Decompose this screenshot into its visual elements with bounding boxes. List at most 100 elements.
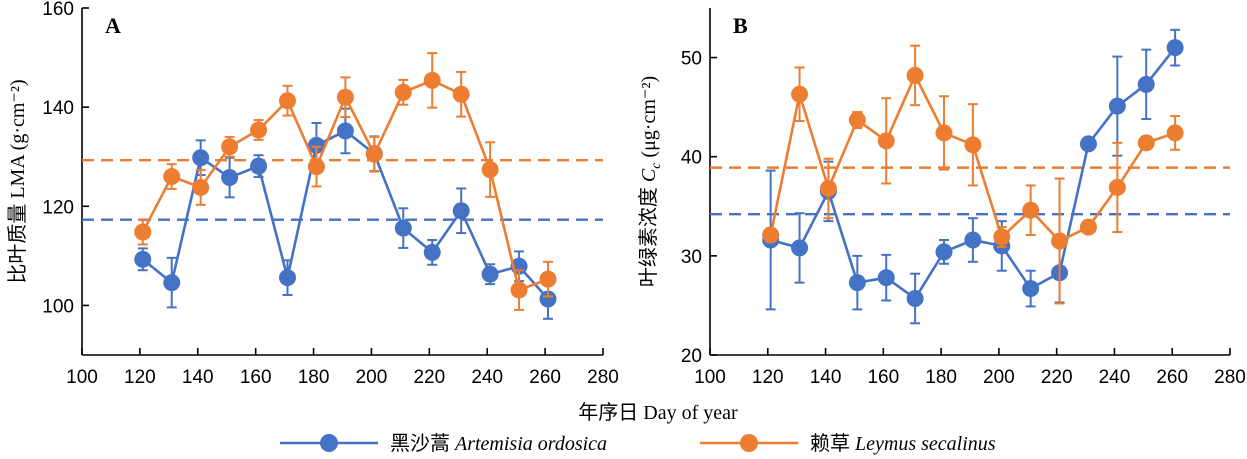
x-tick-label: 200	[356, 367, 388, 388]
x-tick-label: 100	[694, 367, 726, 388]
data-point	[510, 281, 528, 299]
legend-item-1: 黑沙蒿 Artemisia ordosica	[280, 432, 607, 455]
data-point	[279, 92, 297, 110]
data-point	[539, 290, 557, 308]
data-point	[1051, 232, 1069, 250]
panel-b: 100 120 140 160 180 200 220 240 260 280 20 30 40 50 B 叶…	[637, 8, 1246, 388]
data-point	[848, 111, 866, 129]
data-point	[1137, 134, 1155, 152]
legend-label: 赖草 Leymus secalinus	[810, 432, 996, 455]
data-point	[791, 239, 809, 257]
data-point	[1022, 201, 1040, 219]
x-tick-label: 140	[182, 367, 214, 388]
y-tick-label: 30	[681, 247, 702, 268]
x-tick-label: 200	[983, 367, 1015, 388]
data-point	[163, 274, 181, 292]
y-tick-label: 100	[42, 296, 74, 317]
y-tick-label: 120	[42, 197, 74, 218]
data-point	[1137, 75, 1155, 93]
data-point	[250, 157, 268, 175]
data-point	[1079, 218, 1097, 236]
data-point	[452, 202, 470, 220]
data-point	[307, 158, 325, 176]
data-point	[134, 250, 152, 268]
data-point	[134, 223, 152, 241]
y-tick-label: 50	[681, 49, 702, 70]
data-point	[1079, 135, 1097, 153]
data-point	[877, 269, 895, 287]
shared-x-axis-label: 年序日 Day of year	[578, 401, 738, 424]
data-point	[336, 122, 354, 140]
data-point	[1022, 280, 1040, 298]
y-tick-label: 140	[42, 98, 74, 119]
y-tick-label: 160	[42, 0, 74, 20]
data-point	[993, 228, 1011, 246]
x-tick-label: 120	[752, 367, 784, 388]
data-point	[192, 149, 210, 167]
axes	[81, 7, 604, 356]
x-tick-label: 280	[587, 367, 619, 388]
y-tick-label: 40	[681, 148, 702, 169]
data-point	[192, 178, 210, 196]
data-point	[1166, 39, 1184, 57]
panel-label: B	[733, 13, 748, 38]
data-point	[762, 226, 780, 244]
x-tick-label: 280	[1214, 367, 1246, 388]
x-tick-label: 100	[66, 367, 98, 388]
data-point	[819, 179, 837, 197]
series-2	[134, 52, 557, 311]
axes	[709, 8, 1231, 356]
panel-a: 100 120 140 160 180 200 220 240 260 280 100 120 140 1…	[6, 0, 619, 388]
x-tick-label: 220	[413, 367, 445, 388]
y-tick-label: 20	[681, 346, 702, 367]
data-point	[250, 121, 268, 139]
data-point	[423, 71, 441, 89]
legend-marker	[320, 434, 338, 452]
data-point	[964, 136, 982, 154]
x-tick-label: 180	[925, 367, 957, 388]
x-tick-label: 140	[810, 367, 842, 388]
y-axis-label: 比叶质量 LMA (g·cm⁻²)	[6, 79, 29, 283]
data-point	[906, 289, 924, 307]
panel-label: A	[105, 13, 121, 38]
x-tick-label: 120	[124, 367, 156, 388]
legend: 黑沙蒿 Artemisia ordosica 赖草 Leymus secalinu…	[280, 432, 996, 455]
y-axis-label: 叶绿素浓度 Cc (μg·cm⁻²)	[637, 76, 664, 287]
x-tick-label: 220	[1041, 367, 1073, 388]
data-point	[1166, 124, 1184, 142]
data-point	[423, 243, 441, 261]
x-tick-label: 260	[529, 367, 561, 388]
data-point	[848, 274, 866, 292]
data-point	[877, 132, 895, 150]
data-point	[935, 243, 953, 261]
legend-marker	[740, 434, 758, 452]
data-point	[906, 66, 924, 84]
data-point	[539, 270, 557, 288]
data-point	[221, 138, 239, 156]
data-point	[336, 88, 354, 106]
data-point	[394, 219, 412, 237]
x-tick-label: 240	[471, 367, 503, 388]
x-tick-label: 180	[298, 367, 330, 388]
data-point	[307, 136, 325, 154]
data-point	[1108, 178, 1126, 196]
data-point	[221, 169, 239, 187]
x-tick-label: 260	[1156, 367, 1188, 388]
data-point	[163, 168, 181, 186]
data-point	[481, 265, 499, 283]
data-point	[481, 161, 499, 179]
data-point	[964, 231, 982, 249]
legend-label: 黑沙蒿 Artemisia ordosica	[390, 432, 607, 455]
series-1	[134, 107, 557, 320]
x-tick-label: 160	[240, 367, 272, 388]
data-point	[452, 85, 470, 103]
data-point	[279, 269, 297, 287]
data-point	[791, 85, 809, 103]
data-point	[365, 145, 383, 163]
data-point	[394, 83, 412, 101]
legend-item-2: 赖草 Leymus secalinus	[700, 432, 996, 455]
x-tick-label: 240	[1099, 367, 1131, 388]
data-point	[1108, 97, 1126, 115]
series-2	[762, 44, 1184, 305]
